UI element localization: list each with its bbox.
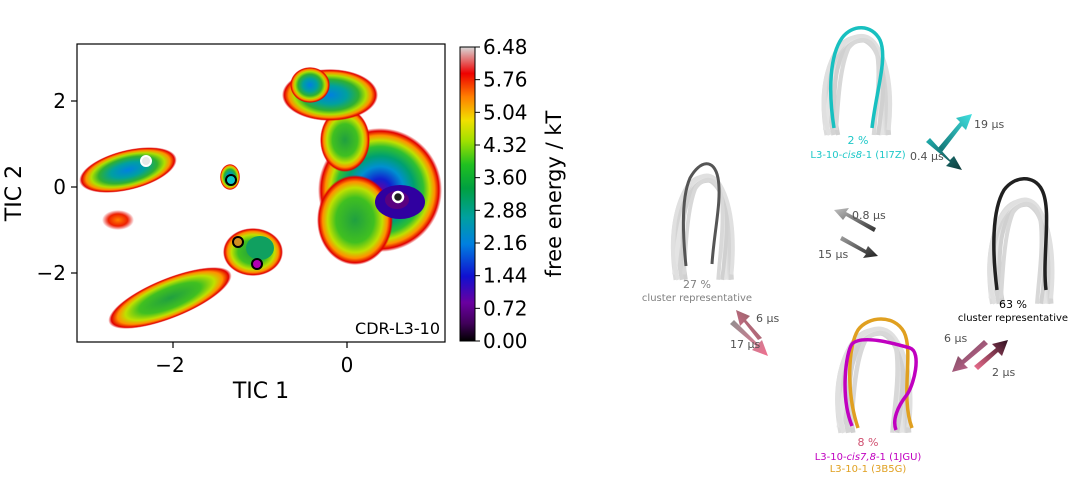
arrows-center: 0.8 µs 15 µs: [818, 208, 886, 261]
free-energy-landscape: CDR-L3-10 −2 0 2 0 −2 TIC 1 TIC 2: [2, 43, 446, 404]
colorbar-tick-label: 6.48: [483, 35, 528, 59]
structure-bottom-name1: L3-10-cis7,8-1 (1JGU): [815, 452, 922, 463]
arrows-top-right: 19 µs 0.4 µs: [910, 114, 1004, 170]
rate-6us-left: 6 µs: [756, 312, 779, 325]
rate-17us: 17 µs: [730, 338, 760, 351]
arrow-gray-down: [840, 236, 878, 258]
basin-bottom-left: [108, 267, 232, 329]
basin-top: [282, 67, 378, 121]
structure-left-highlight: [681, 162, 721, 267]
colorbar-ticks: 6.48 5.76 5.04 4.32 3.60 2.88 2.16 1.44 0.72 0.00: [475, 35, 528, 353]
structure-bottom-highlight-magenta: [843, 337, 918, 431]
structure-bottom: 8 % L3-10-cis7,8-1 (1JGU) L3-10-1 (3B5G): [815, 317, 922, 475]
marker-orange: [232, 236, 244, 248]
colorbar-label: free energy / kT: [542, 110, 566, 277]
arrow-pink-left: [952, 340, 988, 372]
x-ticks: [172, 342, 348, 348]
arrow-teal-up: [938, 114, 972, 152]
rate-19us: 19 µs: [974, 118, 1004, 131]
x-tick-label-0: 0: [341, 353, 354, 377]
basin-center-bottom: [223, 228, 283, 276]
colorbar: 6.48 5.76 5.04 4.32 3.60 2.88 2.16 1.44 0.72 0.00…: [459, 35, 566, 353]
structure-bottom-highlight-orange: [848, 317, 914, 429]
colorbar-tick-label: 4.32: [483, 133, 528, 157]
y-tick-label-neg2: −2: [37, 261, 66, 285]
colorbar-tick-label: 2.88: [483, 198, 528, 222]
colorbar-tick-label: 3.60: [483, 166, 528, 190]
arrow-dark-up: [974, 340, 1008, 370]
structure-top-highlight: [829, 26, 885, 129]
rate-6us-right: 6 µs: [944, 332, 967, 345]
structure-top: 2 % L3-10-cis8-1 (1I7Z): [810, 26, 906, 161]
colorbar-tick-label: 5.04: [483, 100, 528, 124]
arrow-teal-down: [926, 138, 962, 170]
y-tick-label-0: 0: [53, 175, 66, 199]
arrow-pink-up: [736, 310, 762, 340]
y-tick-label-2: 2: [53, 89, 66, 113]
colorbar-tick-label: 0.72: [483, 296, 528, 320]
structure-left: 27 % cluster representative: [642, 162, 752, 304]
structure-top-percent: 2 %: [848, 134, 869, 147]
colorbar-tick-label: 1.44: [483, 264, 528, 288]
structure-left-percent: 27 %: [683, 278, 711, 291]
rate-0-8us: 0.8 µs: [852, 209, 886, 222]
marker-white-main: [391, 190, 405, 204]
structure-bottom-name2: L3-10-1 (3B5G): [830, 464, 907, 475]
colorbar-tick-label: 2.16: [483, 231, 528, 255]
marker-white: [140, 155, 152, 167]
structure-right-caption: cluster representative: [958, 313, 1068, 324]
rate-15us: 15 µs: [818, 248, 848, 261]
state-markers: [140, 155, 405, 270]
structure-top-name: L3-10-cis8-1 (1I7Z): [810, 150, 905, 161]
arrows-right: 6 µs 2 µs: [944, 332, 1015, 379]
marker-teal: [225, 174, 237, 186]
arrow-pink-down: [730, 320, 768, 356]
marker-purple: [251, 258, 263, 270]
x-axis-label: TIC 1: [232, 379, 289, 404]
colorbar-tick-label: 5.76: [483, 68, 528, 92]
rate-2us: 2 µs: [992, 366, 1015, 379]
structure-right-highlight: [992, 177, 1049, 291]
structure-left-caption: cluster representative: [642, 293, 752, 304]
inset-label: CDR-L3-10: [355, 319, 440, 338]
colorbar-gradient: [459, 46, 476, 342]
colorbar-tick-label: 0.00: [483, 329, 528, 353]
arrow-gray-up: [834, 208, 876, 232]
rate-0-4us: 0.4 µs: [910, 150, 944, 163]
y-axis-label: TIC 2: [2, 165, 27, 222]
structure-right: 63 % cluster representative: [958, 177, 1068, 324]
structure-bottom-percent: 8 %: [858, 436, 879, 449]
y-ticks: [71, 100, 77, 274]
arrows-left: 6 µs 17 µs: [730, 310, 779, 356]
basin-left: [79, 147, 240, 230]
structure-right-percent: 63 %: [999, 298, 1027, 311]
x-tick-label-neg2: −2: [155, 353, 184, 377]
